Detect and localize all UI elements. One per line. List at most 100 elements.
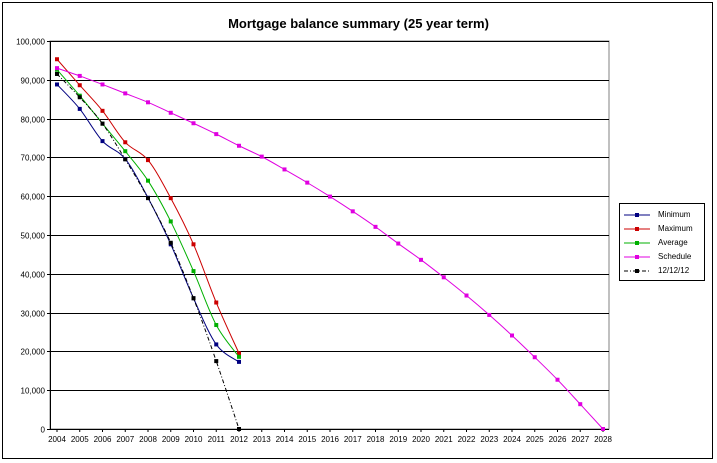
x-tick-label: 2028 xyxy=(594,435,612,444)
series-3-point-5 xyxy=(168,110,173,115)
series-3-point-6 xyxy=(191,121,196,126)
x-tick-label: 2018 xyxy=(367,435,385,444)
series-3-point-9 xyxy=(259,154,264,159)
x-tick-label: 2009 xyxy=(162,435,180,444)
legend-label-minimum: Minimum xyxy=(658,210,691,219)
series-3-point-24 xyxy=(601,427,605,431)
x-tick-label: 2005 xyxy=(71,435,89,444)
x-tick-label: 2019 xyxy=(389,435,407,444)
x-tick-label: 2025 xyxy=(526,435,544,444)
x-tick-label: 2015 xyxy=(298,435,316,444)
series-1-point-5 xyxy=(168,196,173,201)
legend-item-maximum: Maximum xyxy=(624,222,704,236)
series-3-point-3 xyxy=(123,91,128,96)
series-4-point-3 xyxy=(123,157,128,162)
x-tick-label: 2004 xyxy=(48,435,66,444)
series-3-point-15 xyxy=(396,241,401,246)
x-tick-label: 2023 xyxy=(480,435,498,444)
series-3-point-14 xyxy=(373,224,378,229)
y-tick-label: 10,000 xyxy=(21,387,46,396)
x-tick-label: 2020 xyxy=(412,435,430,444)
series-3-point-12 xyxy=(328,194,332,199)
x-tick-label: 2016 xyxy=(321,435,339,444)
series-2-point-4 xyxy=(146,178,150,183)
series-3-point-1 xyxy=(77,73,82,78)
legend-swatch-minimum xyxy=(624,213,650,217)
legend-swatch-schedule xyxy=(624,255,650,259)
x-tick-label: 2024 xyxy=(503,435,521,444)
series-3-point-20 xyxy=(510,333,514,338)
series-1-point-6 xyxy=(191,242,196,247)
y-tick-label: 30,000 xyxy=(21,310,46,319)
legend-label-schedule: Schedule xyxy=(658,252,692,261)
series-1-point-3 xyxy=(123,140,128,145)
x-tick-label: 2011 xyxy=(208,435,226,444)
series-3-point-21 xyxy=(532,355,537,360)
x-tick-label: 2026 xyxy=(549,435,567,444)
series-4-point-0 xyxy=(55,71,59,76)
series-3-point-16 xyxy=(419,257,423,262)
series-1-point-7 xyxy=(214,300,219,305)
legend: Minimum Maximum Average Schedule 12/12/1… xyxy=(619,203,705,281)
series-2-point-5 xyxy=(168,219,173,224)
legend-label-121212: 12/12/12 xyxy=(658,266,690,275)
series-3-point-11 xyxy=(305,180,310,185)
series-0-point-2 xyxy=(100,139,105,144)
series-1-point-2 xyxy=(100,108,105,113)
series-1-point-8 xyxy=(237,351,241,356)
y-tick-label: 80,000 xyxy=(21,116,46,125)
y-tick-label: 90,000 xyxy=(21,77,46,86)
series-1-point-0 xyxy=(55,57,59,62)
x-tick-label: 2010 xyxy=(185,435,203,444)
series-1-point-1 xyxy=(77,83,82,88)
series-3-point-22 xyxy=(555,377,560,382)
x-tick-label: 2006 xyxy=(94,435,112,444)
legend-item-average: Average xyxy=(624,236,704,250)
series-4-point-4 xyxy=(146,196,150,201)
series-1-point-4 xyxy=(146,158,150,163)
y-tick-label: 70,000 xyxy=(21,154,46,163)
legend-label-maximum: Maximum xyxy=(658,224,693,233)
series-4-point-1 xyxy=(77,95,82,100)
legend-item-schedule: Schedule xyxy=(624,250,704,264)
x-tick-label: 2021 xyxy=(435,435,453,444)
series-3-point-17 xyxy=(441,275,446,280)
series-4-point-6 xyxy=(191,296,196,301)
y-tick-label: 0 xyxy=(41,426,46,435)
series-3-point-7 xyxy=(214,132,219,137)
series-3-point-4 xyxy=(146,100,150,105)
y-tick-label: 40,000 xyxy=(21,271,46,280)
series-0-point-0 xyxy=(55,82,59,87)
series-2-point-8 xyxy=(237,354,241,359)
series-4-point-7 xyxy=(214,359,219,364)
x-tick-label: 2017 xyxy=(344,435,362,444)
y-tick-label: 100,000 xyxy=(16,38,45,47)
series-4-point-2 xyxy=(100,121,105,126)
x-tick-label: 2027 xyxy=(571,435,589,444)
legend-swatch-121212 xyxy=(624,269,650,273)
series-4-point-5 xyxy=(168,240,173,245)
legend-label-average: Average xyxy=(658,238,688,247)
series-0-point-8 xyxy=(237,359,241,364)
x-tick-label: 2012 xyxy=(230,435,248,444)
series-3-point-10 xyxy=(282,167,287,172)
chart-title: Mortgage balance summary (25 year term) xyxy=(228,16,489,31)
series-3-point-23 xyxy=(578,402,583,407)
y-tick-label: 60,000 xyxy=(21,193,46,202)
series-0-point-7 xyxy=(214,342,219,347)
legend-item-121212: 12/12/12 xyxy=(624,264,704,278)
x-tick-label: 2008 xyxy=(139,435,157,444)
legend-swatch-average xyxy=(624,241,650,245)
x-tick-label: 2007 xyxy=(116,435,134,444)
series-0-point-1 xyxy=(77,106,82,111)
series-3-point-0 xyxy=(55,66,59,71)
series-3-point-18 xyxy=(464,293,469,298)
x-tick-label: 2022 xyxy=(458,435,476,444)
series-3-point-13 xyxy=(350,209,355,214)
legend-swatch-maximum xyxy=(624,227,650,231)
y-tick-label: 20,000 xyxy=(21,348,46,357)
series-2-point-3 xyxy=(123,149,128,154)
x-tick-label: 2014 xyxy=(276,435,294,444)
legend-item-minimum: Minimum xyxy=(624,208,704,222)
